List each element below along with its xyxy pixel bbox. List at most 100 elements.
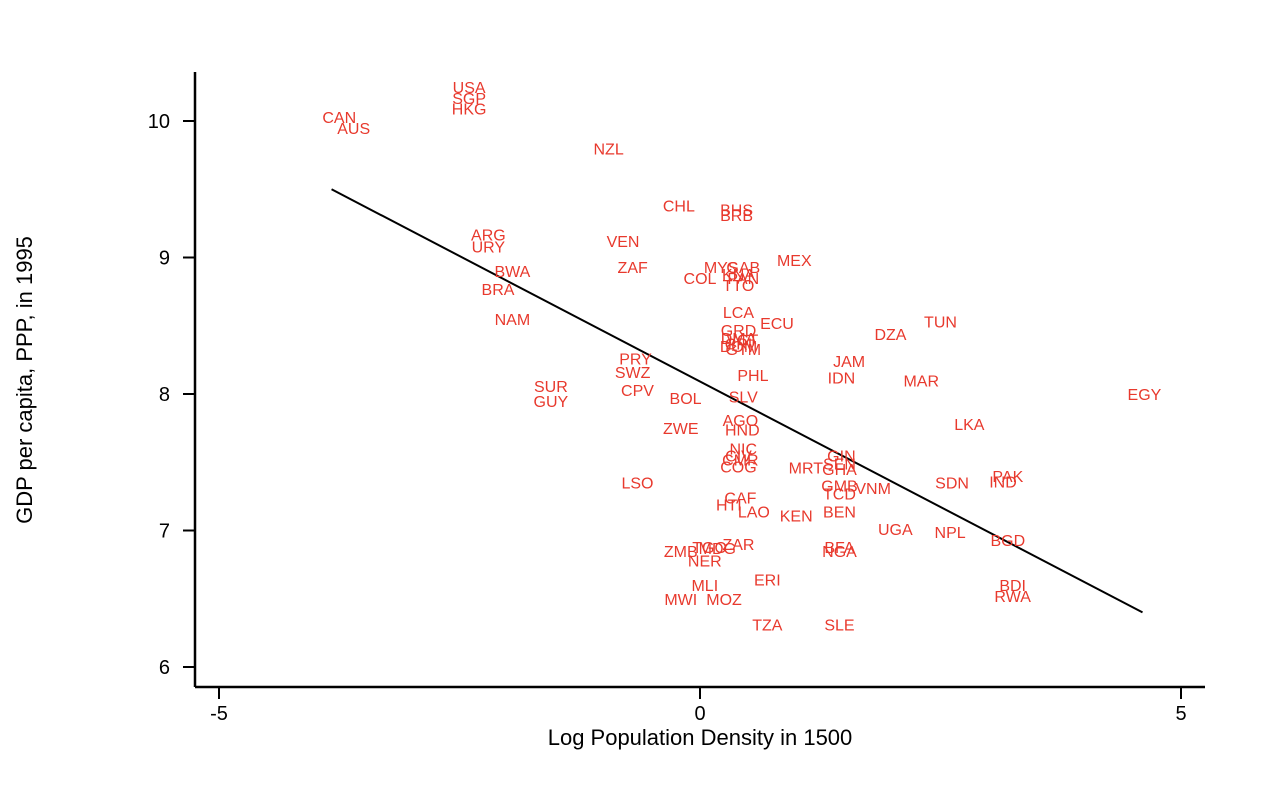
point-label-rwa: RWA: [994, 589, 1031, 606]
point-label-mdg: MDG: [699, 541, 736, 558]
point-label-nga: NGA: [822, 544, 857, 561]
point-label-lka: LKA: [954, 417, 985, 434]
y-tick-label: 7: [159, 521, 170, 543]
point-label-mys: MYS: [704, 260, 739, 277]
point-label-guy: GUY: [534, 394, 569, 411]
point-label-can: CAN: [322, 110, 356, 127]
point-label-gmb: GMB: [821, 478, 857, 495]
point-label-jam: JAM: [833, 354, 865, 371]
point-label-uga: UGA: [878, 522, 913, 539]
point-label-pan: PAN: [727, 271, 759, 288]
point-label-ecu: ECU: [760, 316, 794, 333]
point-label-zaf: ZAF: [618, 260, 648, 277]
point-label-brb: BRB: [720, 208, 753, 225]
point-label-mar: MAR: [903, 373, 939, 390]
point-label-hti: HTI: [716, 498, 742, 515]
point-label-bdi: BDI: [999, 578, 1026, 595]
point-label-eri: ERI: [754, 573, 781, 590]
point-label-vnm: VNM: [855, 481, 891, 498]
y-tick-label: 10: [148, 111, 170, 133]
point-label-swz: SWZ: [615, 365, 651, 382]
point-label-kna: KNA: [722, 267, 755, 284]
point-label-ken: KEN: [780, 508, 813, 525]
point-label-lao: LAO: [738, 504, 770, 521]
x-tick-label: -5: [210, 703, 228, 725]
point-label-dma: DMA: [721, 331, 757, 348]
point-label-bgd: BGD: [991, 533, 1026, 550]
point-label-tgo: TGO: [692, 540, 727, 557]
point-label-moz: MOZ: [706, 592, 742, 609]
point-label-nzl: NZL: [593, 141, 623, 158]
point-label-lca: LCA: [723, 305, 754, 322]
point-label-ven: VEN: [607, 234, 640, 251]
point-label-bwa: BWA: [494, 264, 530, 281]
x-axis-title: Log Population Density in 1500: [548, 725, 853, 750]
point-label-usa: USA: [453, 80, 486, 97]
point-label-nic: NIC: [730, 442, 758, 459]
point-label-npl: NPL: [935, 525, 966, 542]
point-label-zar: ZAR: [722, 537, 754, 554]
point-label-tto: TTO: [723, 278, 755, 295]
point-label-zwe: ZWE: [663, 421, 699, 438]
point-label-gha: GHA: [822, 462, 857, 479]
x-tick-label: 5: [1175, 703, 1186, 725]
point-label-bhs: BHS: [720, 203, 753, 220]
point-label-ind: IND: [989, 474, 1017, 491]
point-label-ury: URY: [472, 240, 506, 257]
point-label-pak: PAK: [992, 469, 1023, 486]
point-label-egy: EGY: [1128, 387, 1162, 404]
point-label-cmr: CMR: [722, 453, 758, 470]
point-label-cri: CRI: [725, 336, 753, 353]
point-label-pry: PRY: [619, 352, 652, 369]
point-label-grd: GRD: [721, 323, 757, 340]
point-label-mwi: MWI: [664, 592, 697, 609]
point-label-col: COL: [684, 271, 717, 288]
y-tick-label: 8: [159, 384, 170, 406]
point-label-caf: CAF: [724, 491, 756, 508]
point-label-sen: SEN: [823, 457, 856, 474]
point-label-bol: BOL: [670, 391, 702, 408]
point-label-tza: TZA: [752, 618, 783, 635]
point-label-ago: AGO: [723, 413, 759, 430]
point-label-tun: TUN: [924, 315, 957, 332]
point-label-cog: COG: [720, 459, 756, 476]
point-label-ner: NER: [688, 554, 722, 571]
point-label-mrt: MRT: [789, 461, 824, 478]
point-label-hnd: HND: [725, 422, 760, 439]
point-label-gin: GIN: [827, 448, 855, 465]
x-tick-label: 0: [694, 703, 705, 725]
point-label-sle: SLE: [824, 618, 854, 635]
point-label-idn: IDN: [828, 371, 856, 388]
point-label-dom: DOM: [720, 339, 757, 356]
y-ticks: 6 7 8 9 10: [148, 111, 195, 679]
y-tick-label: 6: [159, 657, 170, 679]
point-label-chl: CHL: [663, 199, 695, 216]
point-label-slv: SLV: [729, 390, 758, 407]
y-tick-label: 9: [159, 248, 170, 270]
point-label-aus: AUS: [337, 121, 370, 138]
point-label-sur: SUR: [534, 379, 568, 396]
point-label-lso: LSO: [621, 476, 653, 493]
point-label-tcd: TCD: [823, 487, 856, 504]
point-label-sgp: SGP: [452, 91, 486, 108]
point-label-phl: PHL: [737, 368, 768, 385]
point-label-cpv: CPV: [621, 383, 654, 400]
point-label-gab: GAB: [726, 260, 760, 277]
point-label-nam: NAM: [495, 312, 531, 329]
point-label-arg: ARG: [471, 227, 506, 244]
point-label-mex: MEX: [777, 253, 812, 270]
point-label-vct: VCT: [726, 332, 758, 349]
point-label-civ: CIV: [725, 448, 752, 465]
point-label-mli: MLI: [691, 578, 718, 595]
point-label-gtm: GTM: [726, 342, 762, 359]
fit-line: [331, 188, 1143, 614]
point-label-bfa: BFA: [824, 540, 855, 557]
point-label-hkg: HKG: [452, 102, 487, 119]
point-label-ben: BEN: [823, 504, 856, 521]
point-label-bra: BRA: [482, 282, 515, 299]
point-label-sdn: SDN: [935, 476, 969, 493]
point-label-zmb: ZMB: [664, 544, 698, 561]
y-axis-title: GDP per capita, PPP, in 1995: [12, 236, 37, 524]
